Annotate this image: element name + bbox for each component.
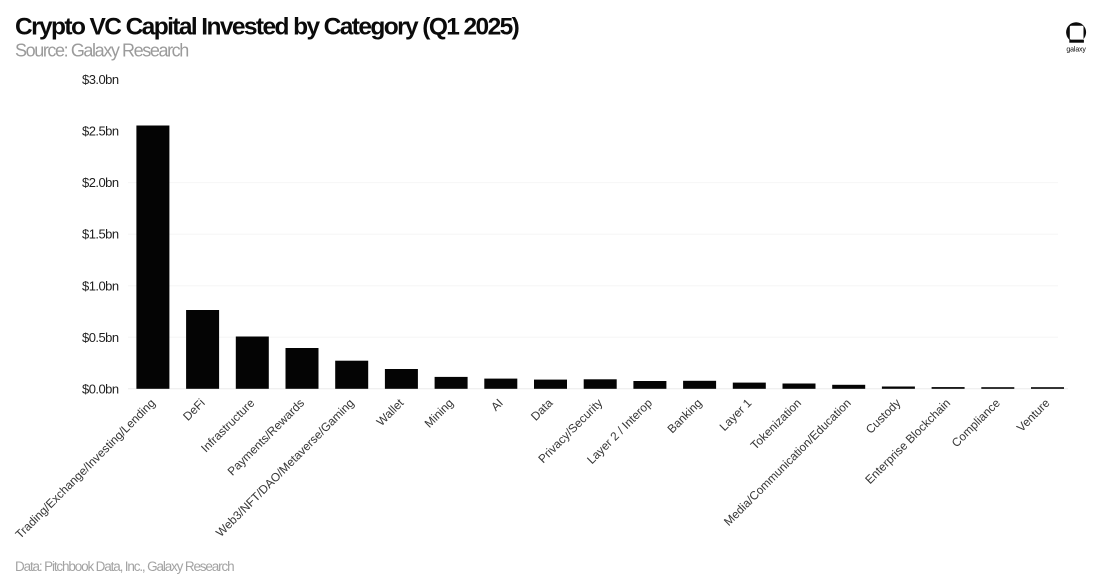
svg-text:$1.5bn: $1.5bn <box>82 227 119 242</box>
svg-text:Data: Data <box>528 396 556 424</box>
svg-text:galaxy: galaxy <box>1066 46 1086 53</box>
svg-text:DeFi: DeFi <box>180 396 208 424</box>
svg-text:Trading/Exchange/Investing/Len: Trading/Exchange/Investing/Lending <box>12 396 158 542</box>
svg-text:$1.0bn: $1.0bn <box>82 278 119 293</box>
svg-text:Enterprise Blockchain: Enterprise Blockchain <box>862 396 953 487</box>
svg-text:Source: Galaxy Research: Source: Galaxy Research <box>15 41 188 61</box>
svg-text:Banking: Banking <box>665 396 705 436</box>
svg-text:$2.5bn: $2.5bn <box>82 124 119 139</box>
svg-text:Crypto VC Capital Invested by: Crypto VC Capital Invested by Category (… <box>15 14 519 41</box>
svg-text:$2.0bn: $2.0bn <box>82 175 119 190</box>
svg-text:Compliance: Compliance <box>949 396 1003 450</box>
svg-text:Custody: Custody <box>863 396 904 437</box>
svg-text:Layer 1: Layer 1 <box>717 396 755 434</box>
svg-text:Venture: Venture <box>1014 396 1053 435</box>
svg-text:Mining: Mining <box>422 396 457 431</box>
svg-text:$3.0bn: $3.0bn <box>82 72 119 87</box>
svg-text:AI: AI <box>488 396 506 414</box>
svg-text:Data: Pitchbook Data, Inc., Ga: Data: Pitchbook Data, Inc., Galaxy Resea… <box>15 559 234 574</box>
svg-text:$0.5bn: $0.5bn <box>82 330 119 345</box>
svg-text:Wallet: Wallet <box>374 395 407 428</box>
svg-text:$0.0bn: $0.0bn <box>82 382 119 397</box>
